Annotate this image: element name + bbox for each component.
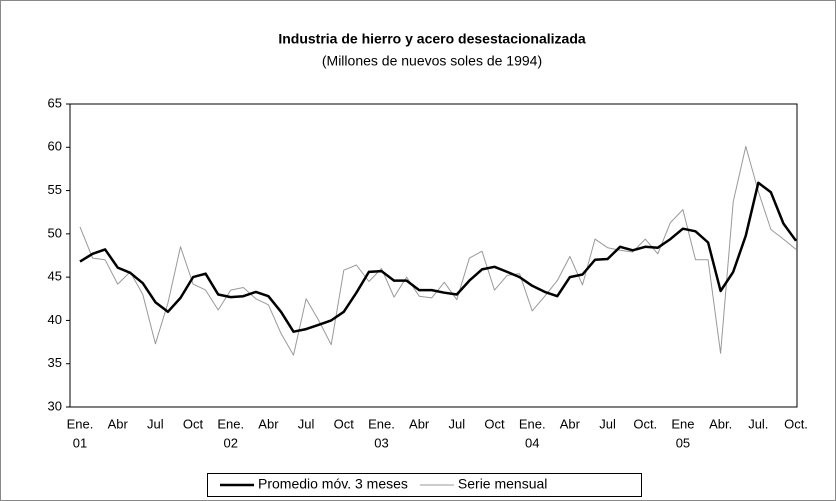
y-tick-label: 30	[48, 398, 62, 413]
x-year-label: 02	[224, 435, 238, 450]
x-tick-label: Jul	[599, 416, 616, 431]
x-tick-label: Oct	[484, 416, 505, 431]
legend-label: Serie mensual	[458, 476, 548, 492]
y-tick-label: 45	[48, 269, 62, 284]
x-tick-label: Oct.	[633, 416, 657, 431]
x-tick-label: Jul	[449, 416, 466, 431]
chart-subtitle: (Millones de nuevos soles de 1994)	[322, 53, 542, 69]
x-tick-label: Abr	[258, 416, 279, 431]
x-tick-label: Abr.	[709, 416, 732, 431]
y-tick-label: 35	[48, 355, 62, 370]
x-year-label: 04	[525, 435, 539, 450]
x-tick-label: Ene.	[519, 416, 546, 431]
x-tick-label: Oct	[183, 416, 204, 431]
chart-title: Industria de hierro y acero desestaciona…	[278, 31, 586, 47]
x-tick-label: Abr	[560, 416, 581, 431]
plot-frame	[69, 103, 798, 408]
y-tick-label: 40	[48, 312, 62, 327]
series-line	[79, 145, 797, 356]
x-tick-label: Abr	[108, 416, 129, 431]
series-line	[79, 181, 798, 333]
x-tick-label: Ene.	[217, 416, 244, 431]
legend-label: Promedio móv. 3 meses	[258, 476, 408, 492]
y-tick-label: 55	[48, 182, 62, 197]
x-tick-label: Ene.	[67, 416, 94, 431]
x-tick-label: Abr	[409, 416, 430, 431]
y-tick-label: 60	[48, 139, 62, 154]
x-tick-label: Ene	[671, 416, 694, 431]
x-tick-label: Jul	[298, 416, 315, 431]
x-tick-label: Oct.	[784, 416, 808, 431]
y-tick-label: 65	[48, 95, 62, 110]
x-tick-label: Jul.	[748, 416, 768, 431]
x-tick-label: Oct	[334, 416, 355, 431]
x-tick-label: Jul	[147, 416, 164, 431]
x-year-label: 03	[374, 435, 388, 450]
x-year-label: 01	[73, 435, 87, 450]
x-tick-label: Ene.	[368, 416, 395, 431]
x-year-label: 05	[676, 435, 690, 450]
y-tick-label: 50	[48, 225, 62, 240]
